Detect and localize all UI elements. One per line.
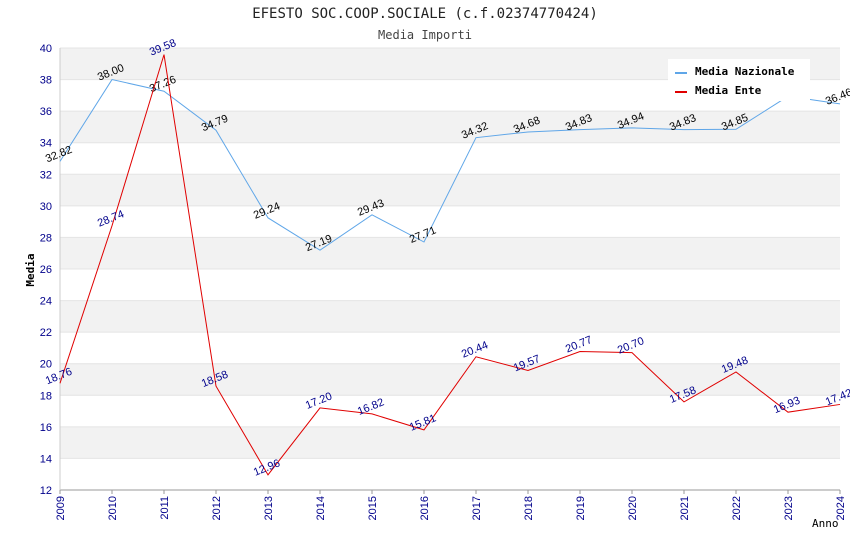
y-tick-label: 36 [40,106,52,118]
x-tick-label: 2014 [315,496,327,520]
grid-band [60,395,840,427]
x-tick-label: 2009 [55,496,67,520]
x-tick-label: 2017 [471,496,483,520]
grid-band [60,269,840,301]
grid-band [60,237,840,269]
grid-band [60,426,840,459]
chart-title: EFESTO SOC.COOP.SOCIALE (c.f.02374770424… [252,6,598,22]
grid-band [60,332,840,364]
legend-label-media-nazionale: Media Nazionale [695,65,795,78]
y-tick-label: 20 [40,359,52,371]
x-tick-label: 2018 [523,496,535,520]
x-tick-label: 2016 [419,496,431,520]
grid-band [60,142,840,175]
grid-band [60,458,840,490]
x-tick-label: 2022 [731,496,743,520]
series-line-media-ente [59,54,841,476]
x-axis-label: Anno [812,517,839,530]
legend-box [668,59,810,101]
y-tick-label: 16 [40,422,52,434]
series-line-media-nazionale [59,79,841,251]
y-tick-label: 38 [40,75,52,87]
x-tick-label: 2021 [679,496,691,520]
y-tick-label: 18 [40,390,52,402]
y-tick-label: 26 [40,264,52,276]
x-tick-label: 2010 [107,496,119,520]
legend: Media Nazionale Media Ente [668,59,810,101]
y-tick-label: 12 [40,485,52,497]
x-axis-ticks: 2009 2010 2011 2012 2013 2014 2015 2016 2017 2018… [55,490,847,520]
x-tick-label: 2020 [627,496,639,520]
y-axis-ticks: 12 14 16 18 20 22 24 26 28 30 32 34 36 38 40 [40,43,52,497]
y-tick-label: 40 [40,43,52,55]
grid-band [60,205,840,238]
x-tick-label: 2015 [367,496,379,520]
grid-band [60,363,840,396]
y-tick-label: 14 [40,453,52,465]
y-tick-label: 34 [40,138,52,150]
grid-bands [60,47,840,491]
y-axis-label: Media [24,253,37,286]
x-tick-label: 2024 [835,496,847,520]
y-tick-label: 30 [40,201,52,213]
y-tick-label: 32 [40,169,52,181]
chart-subtitle: Media Importi [378,28,472,42]
grid-band [60,111,840,143]
y-tick-label: 22 [40,327,52,339]
x-tick-label: 2011 [159,496,171,520]
legend-label-media-ente: Media Ente [695,84,762,97]
x-tick-label: 2019 [575,496,587,520]
y-tick-label: 28 [40,232,52,244]
x-tick-label: 2023 [783,496,795,520]
x-tick-label: 2013 [263,496,275,520]
y-tick-label: 24 [40,296,52,308]
grid-band [60,300,840,333]
x-tick-label: 2012 [211,496,223,520]
